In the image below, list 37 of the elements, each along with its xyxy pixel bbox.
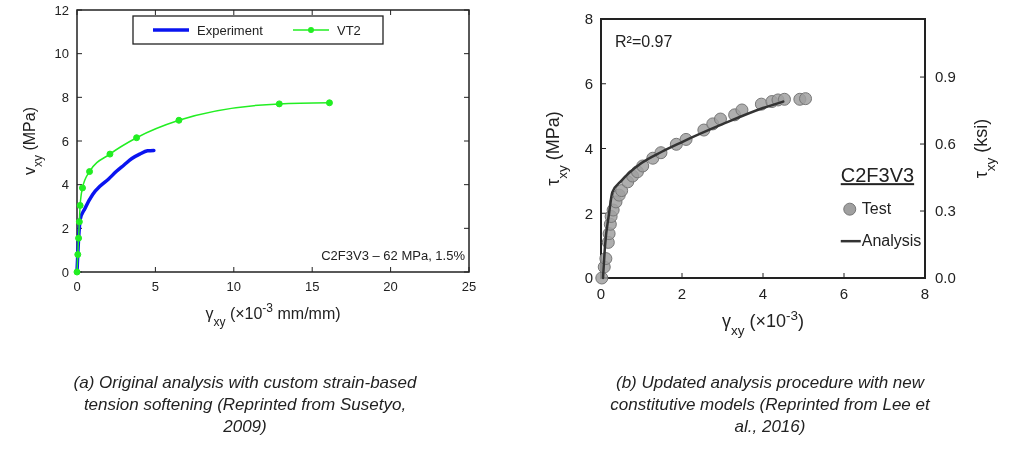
legend-label: Test <box>861 200 892 218</box>
y2-tick-label: 0.9 <box>935 68 956 86</box>
y-tick-label: 0 <box>61 264 69 280</box>
y-tick-label: 10 <box>54 46 69 62</box>
x-tick-label: 8 <box>920 285 930 302</box>
x-tick-label: 20 <box>383 279 398 294</box>
x-tick-label: 0 <box>73 279 81 294</box>
legend-title: C2F3V3 <box>840 164 915 187</box>
legend-label: Analysis <box>861 232 922 250</box>
y-tick-label: 2 <box>61 220 69 236</box>
y-tick-label: 12 <box>54 2 69 18</box>
x-tick-label: 6 <box>839 285 849 302</box>
y-tick-label: 4 <box>61 177 69 193</box>
y-tick-label: 8 <box>584 10 593 28</box>
annotation: R²=0.97 <box>615 33 673 50</box>
y2-tick-label: 0.6 <box>935 135 956 153</box>
annotation: C2F3V3 – 62 MPa, 1.5% <box>321 248 466 263</box>
x-tick-label: 2 <box>677 285 687 302</box>
text: (b) Updated analysis procedure with new constitutive models (Reprinted from Lee et al., 2016) <box>610 373 931 436</box>
x-tick-label: 10 <box>226 279 242 294</box>
x-tick-label: 0 <box>596 285 606 302</box>
y2-tick-label: 0.3 <box>935 202 956 220</box>
x-tick-label: 15 <box>304 279 320 294</box>
x-tick-label: 4 <box>758 285 768 302</box>
x-tick-label: 5 <box>151 279 160 294</box>
legend-label: VT2 <box>337 22 361 38</box>
y-tick-label: 6 <box>584 75 593 92</box>
y2-tick-label: 0.0 <box>935 269 956 287</box>
x-axis-title: γ$_{xy}$ (×10$^{-3}$ mm/mm) <box>205 301 341 329</box>
y-tick-label: 6 <box>61 133 69 149</box>
y-tick-label: 4 <box>584 139 593 157</box>
text: (a) Original analysis with custom strain-based tension softening (Reprinted from Susetyo, 2009) <box>73 373 418 436</box>
x-axis-title: γ$_{xy}$ (×10$^{-3}$) <box>721 307 805 338</box>
legend-label: Experiment <box>197 22 264 38</box>
y-tick-label: 2 <box>584 204 593 222</box>
x-tick-label: 25 <box>461 279 477 294</box>
y-tick-label: 8 <box>61 89 69 105</box>
